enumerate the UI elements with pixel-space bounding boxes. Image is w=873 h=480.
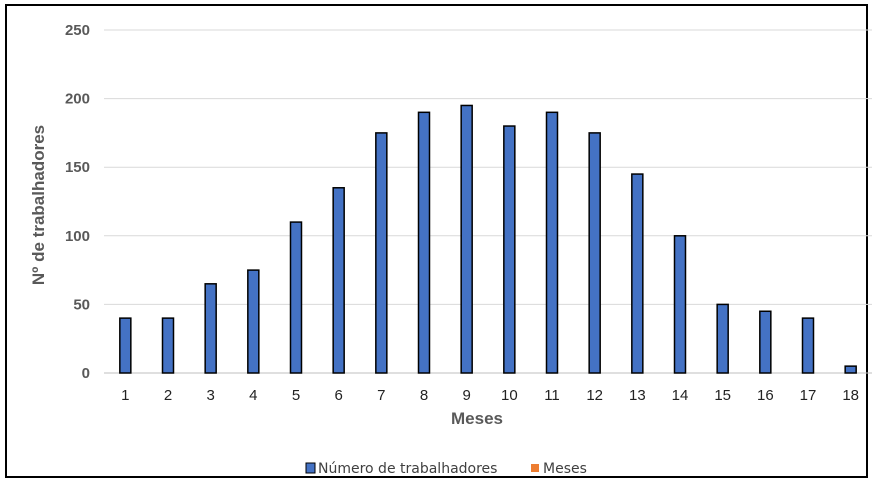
x-tick-label: 14 <box>672 387 689 404</box>
bar-month-12 <box>588 132 601 374</box>
bar-month-4 <box>247 269 260 374</box>
x-tick-label: 18 <box>842 387 859 404</box>
x-tick-label: 10 <box>501 387 518 404</box>
bars <box>119 104 857 374</box>
x-axis-ticks: 1 2 3 4 5 6 7 8 9 10 11 12 13 14 15 16 17 18 <box>121 387 859 404</box>
bar-month-6 <box>332 187 345 374</box>
x-tick-label: 1 <box>121 387 129 404</box>
x-tick-label: 5 <box>292 387 300 404</box>
x-tick-label: 2 <box>164 387 172 404</box>
y-tick-label: 200 <box>65 91 90 108</box>
x-tick-label: 4 <box>249 387 257 404</box>
x-tick-label: 9 <box>462 387 470 404</box>
x-tick-label: 11 <box>544 387 560 404</box>
bar-month-18 <box>844 365 857 374</box>
x-tick-label: 6 <box>334 387 342 404</box>
bar-month-13 <box>631 173 644 374</box>
y-tick-label: 250 <box>65 22 90 39</box>
legend: Número de trabalhadores Meses <box>305 461 587 477</box>
x-tick-label: 16 <box>757 387 774 404</box>
x-axis-title: Meses <box>451 409 503 428</box>
bar-month-1 <box>119 317 132 374</box>
y-tick-label: 150 <box>65 159 90 176</box>
x-tick-label: 17 <box>800 387 817 404</box>
legend-label-meses: Meses <box>543 461 587 477</box>
legend-label-numero-de-trabalhadores: Número de trabalhadores <box>318 461 497 477</box>
bar-month-10 <box>503 125 516 374</box>
x-tick-label: 13 <box>629 387 646 404</box>
x-tick-label: 3 <box>206 387 214 404</box>
legend-swatch-numero-de-trabalhadores <box>305 462 316 474</box>
bar-month-7 <box>375 132 388 374</box>
x-tick-label: 8 <box>420 387 428 404</box>
y-tick-label: 100 <box>65 228 90 245</box>
bar-month-14 <box>673 235 687 374</box>
chart-frame <box>5 4 868 478</box>
x-tick-label: 15 <box>714 387 731 404</box>
bar-month-16 <box>759 310 772 374</box>
x-tick-label: 12 <box>586 387 603 404</box>
legend-swatch-meses <box>531 464 539 472</box>
bar-month-15 <box>716 303 729 374</box>
y-axis-ticks: 0 50 100 150 200 250 <box>65 22 90 382</box>
y-tick-label: 50 <box>73 296 90 313</box>
bar-month-5 <box>289 221 303 374</box>
y-axis-title: Nº de trabalhadores <box>29 125 48 285</box>
bar-month-11 <box>545 111 559 374</box>
gridlines <box>104 29 872 374</box>
y-tick-label: 0 <box>82 365 90 382</box>
x-tick-label: 7 <box>377 387 385 404</box>
bar-month-17 <box>801 317 815 374</box>
bar-month-9 <box>460 104 473 374</box>
bar-month-8 <box>417 111 431 374</box>
bar-month-2 <box>161 317 175 374</box>
bar-month-3 <box>204 283 217 374</box>
